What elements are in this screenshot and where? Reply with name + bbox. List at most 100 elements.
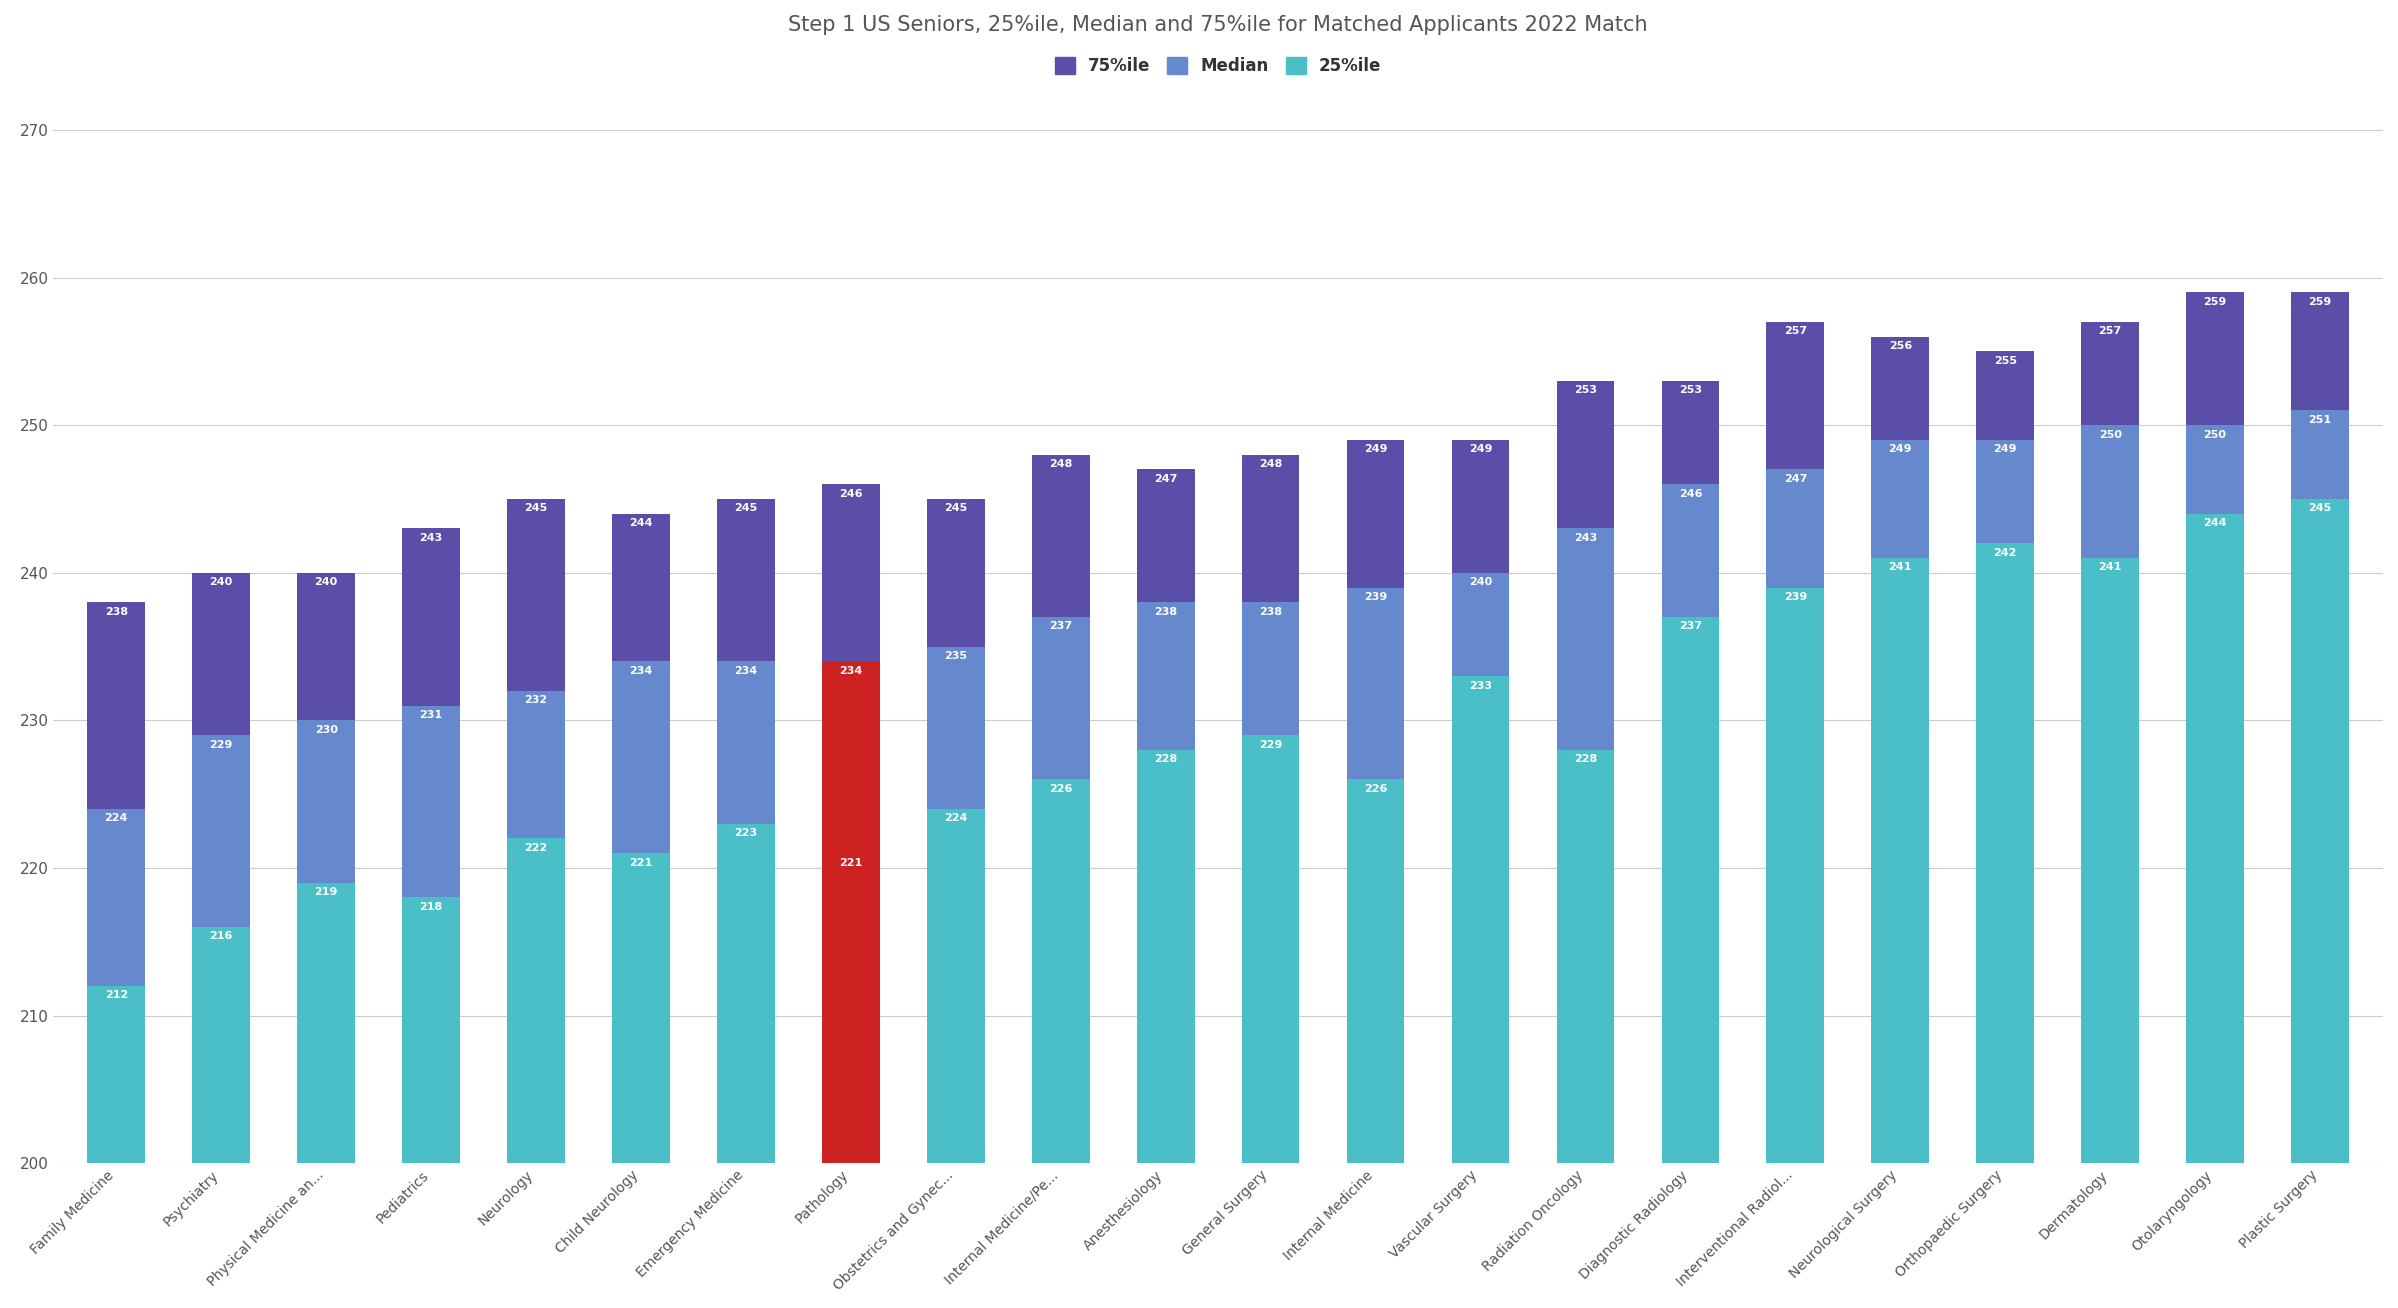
Text: 239: 239 [1784, 593, 1808, 602]
Bar [297, 883, 355, 1163]
Text: 238: 238 [106, 607, 127, 616]
Bar [1348, 780, 1405, 1163]
Text: 250: 250 [2098, 429, 2122, 439]
Text: 221: 221 [628, 858, 652, 867]
Bar [1976, 352, 2034, 439]
Text: 256: 256 [1890, 341, 1911, 351]
Bar [1556, 381, 1614, 528]
Bar [1137, 470, 1194, 602]
Text: 259: 259 [2309, 297, 2331, 307]
Bar [1556, 528, 1614, 749]
Bar [403, 705, 460, 897]
Bar [192, 927, 249, 1163]
Bar [1976, 543, 2034, 1163]
Text: 221: 221 [839, 858, 863, 867]
Text: 228: 228 [1573, 755, 1597, 764]
Text: 249: 249 [1890, 445, 1911, 454]
Bar [611, 853, 669, 1163]
Text: 222: 222 [525, 842, 547, 853]
Text: 245: 245 [2309, 504, 2331, 513]
Text: 228: 228 [1153, 755, 1177, 764]
Title: Step 1 US Seniors, 25%ile, Median and 75%ile for Matched Applicants 2022 Match: Step 1 US Seniors, 25%ile, Median and 75… [789, 14, 1647, 35]
Text: 238: 238 [1153, 607, 1177, 616]
Bar [1662, 484, 1719, 617]
Legend: 75%ile, Median, 25%ile: 75%ile, Median, 25%ile [1048, 50, 1388, 82]
Bar [611, 662, 669, 853]
Bar [1242, 735, 1300, 1163]
Bar [1870, 559, 1928, 1163]
Text: 238: 238 [1259, 607, 1283, 616]
Bar [192, 573, 249, 735]
Text: 246: 246 [1679, 489, 1703, 498]
Bar [508, 838, 566, 1163]
Bar [1031, 617, 1089, 780]
Text: 239: 239 [1364, 593, 1386, 602]
Bar [2081, 559, 2139, 1163]
Bar [823, 853, 880, 1163]
Bar [2187, 425, 2245, 514]
Text: 253: 253 [1573, 386, 1597, 395]
Bar [1767, 322, 1825, 470]
Bar [611, 514, 669, 662]
Text: 249: 249 [1468, 445, 1492, 454]
Bar [192, 735, 249, 927]
Text: 229: 229 [209, 739, 233, 749]
Text: 241: 241 [2098, 562, 2122, 573]
Text: 230: 230 [314, 725, 338, 735]
Bar [823, 662, 880, 853]
Text: 248: 248 [1259, 459, 1283, 470]
Text: 219: 219 [314, 887, 338, 897]
Text: 248: 248 [1048, 459, 1072, 470]
Text: 247: 247 [1784, 473, 1808, 484]
Bar [1976, 439, 2034, 543]
Bar [2081, 322, 2139, 425]
Bar [1031, 455, 1089, 617]
Text: 249: 249 [1364, 445, 1388, 454]
Bar [1662, 381, 1719, 484]
Text: 234: 234 [734, 666, 758, 676]
Bar [717, 662, 775, 824]
Text: 259: 259 [2204, 297, 2228, 307]
Bar [928, 498, 986, 646]
Bar [86, 986, 146, 1163]
Bar [717, 498, 775, 662]
Bar [86, 602, 146, 808]
Text: 237: 237 [1679, 621, 1703, 632]
Text: 224: 224 [106, 814, 127, 823]
Text: 223: 223 [734, 828, 758, 838]
Text: 257: 257 [2098, 326, 2122, 336]
Text: 235: 235 [945, 651, 966, 661]
Text: 234: 234 [628, 666, 652, 676]
Text: 231: 231 [420, 710, 444, 719]
Text: 226: 226 [1048, 783, 1072, 794]
Text: 237: 237 [1050, 621, 1072, 632]
Text: 234: 234 [839, 666, 863, 676]
Text: 212: 212 [106, 990, 127, 1001]
Bar [1767, 470, 1825, 587]
Text: 240: 240 [209, 577, 233, 587]
Bar [2290, 292, 2350, 411]
Text: 245: 245 [945, 504, 966, 513]
Bar [1137, 749, 1194, 1163]
Bar [403, 528, 460, 705]
Bar [508, 691, 566, 838]
Text: 224: 224 [945, 814, 966, 823]
Bar [1451, 439, 1508, 573]
Text: 245: 245 [525, 504, 547, 513]
Bar [1242, 455, 1300, 602]
Bar [717, 824, 775, 1163]
Bar [1870, 336, 1928, 439]
Text: 255: 255 [1993, 356, 2017, 366]
Text: 246: 246 [839, 489, 863, 498]
Bar [1348, 439, 1405, 587]
Text: 242: 242 [1993, 548, 2017, 557]
Text: 226: 226 [1364, 783, 1388, 794]
Text: 243: 243 [1573, 532, 1597, 543]
Text: 244: 244 [628, 518, 652, 528]
Text: 253: 253 [1679, 386, 1703, 395]
Bar [297, 573, 355, 721]
Text: 249: 249 [1993, 445, 2017, 454]
Bar [1348, 587, 1405, 780]
Bar [928, 808, 986, 1163]
Bar [1031, 780, 1089, 1163]
